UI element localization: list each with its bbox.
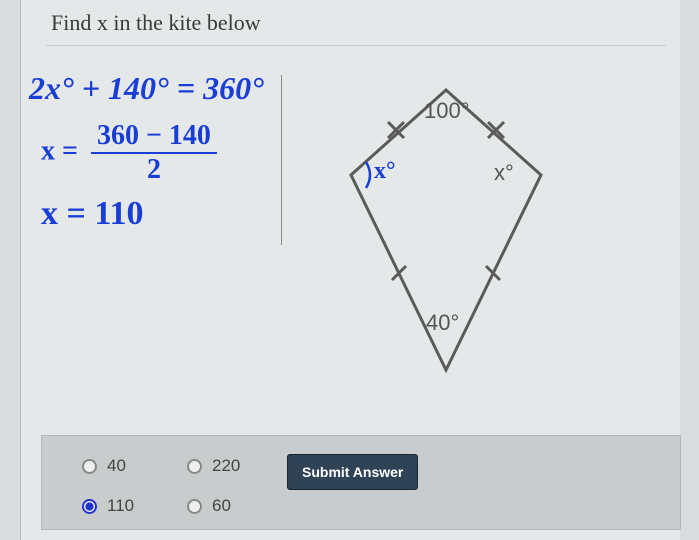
handwriting-fraction: x = 360 − 140 2 (41, 120, 217, 186)
option-b[interactable]: 220 (187, 456, 240, 476)
question-text: Find x in the kite below (51, 10, 261, 36)
frac-lhs: x = (41, 135, 78, 166)
tick-right (486, 266, 500, 280)
kite-svg (316, 80, 576, 390)
label-right-x: x° (494, 160, 514, 186)
radio-c[interactable] (82, 499, 97, 514)
option-b-label: 220 (212, 456, 240, 476)
option-c-label: 110 (107, 496, 134, 516)
divider-vertical (281, 75, 282, 245)
label-top: 100° (424, 98, 470, 124)
divider-horizontal (46, 45, 666, 46)
label-left-x: x° (374, 158, 396, 185)
handwriting-line3: x = 110 (41, 195, 144, 233)
answer-panel: 40 220 110 60 Submit Answer (41, 435, 681, 530)
option-d-label: 60 (212, 496, 231, 516)
tick-left (392, 266, 406, 280)
label-bottom: 40° (426, 310, 459, 336)
option-a-label: 40 (107, 456, 126, 476)
frac-denominator: 2 (91, 154, 217, 186)
arc-left (366, 162, 370, 188)
handwriting-line1: 2x° + 140° = 360° (29, 70, 264, 107)
radio-b[interactable] (187, 459, 202, 474)
submit-button[interactable]: Submit Answer (287, 454, 418, 490)
kite-diagram: 100° x° x° 40° (316, 80, 576, 390)
frac-numerator: 360 − 140 (91, 120, 217, 154)
option-d[interactable]: 60 (187, 496, 231, 516)
option-a[interactable]: 40 (82, 456, 126, 476)
radio-d[interactable] (187, 499, 202, 514)
option-c[interactable]: 110 (82, 496, 134, 516)
radio-a[interactable] (82, 459, 97, 474)
